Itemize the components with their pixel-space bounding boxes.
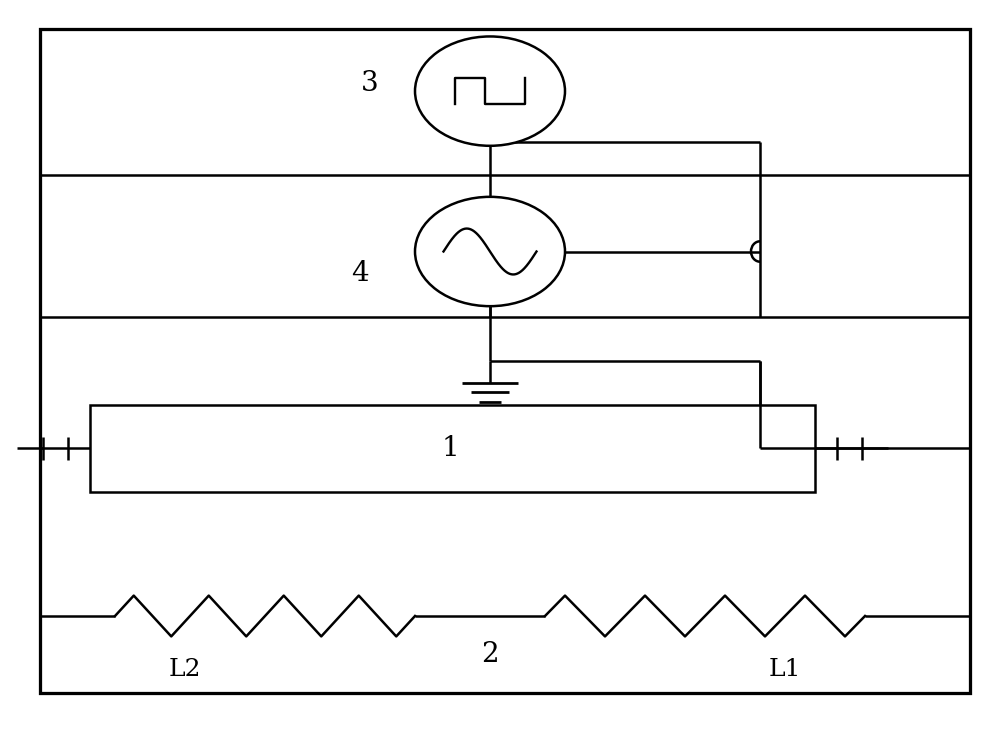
Text: 1: 1: [441, 434, 459, 462]
Text: L2: L2: [169, 658, 201, 681]
Circle shape: [415, 36, 565, 146]
Text: 4: 4: [351, 260, 369, 287]
Text: 3: 3: [361, 70, 379, 98]
Text: 2: 2: [481, 641, 499, 668]
Text: L1: L1: [769, 658, 801, 681]
Bar: [90, 405, 815, 492]
FancyBboxPatch shape: [40, 29, 970, 693]
Circle shape: [415, 197, 565, 306]
